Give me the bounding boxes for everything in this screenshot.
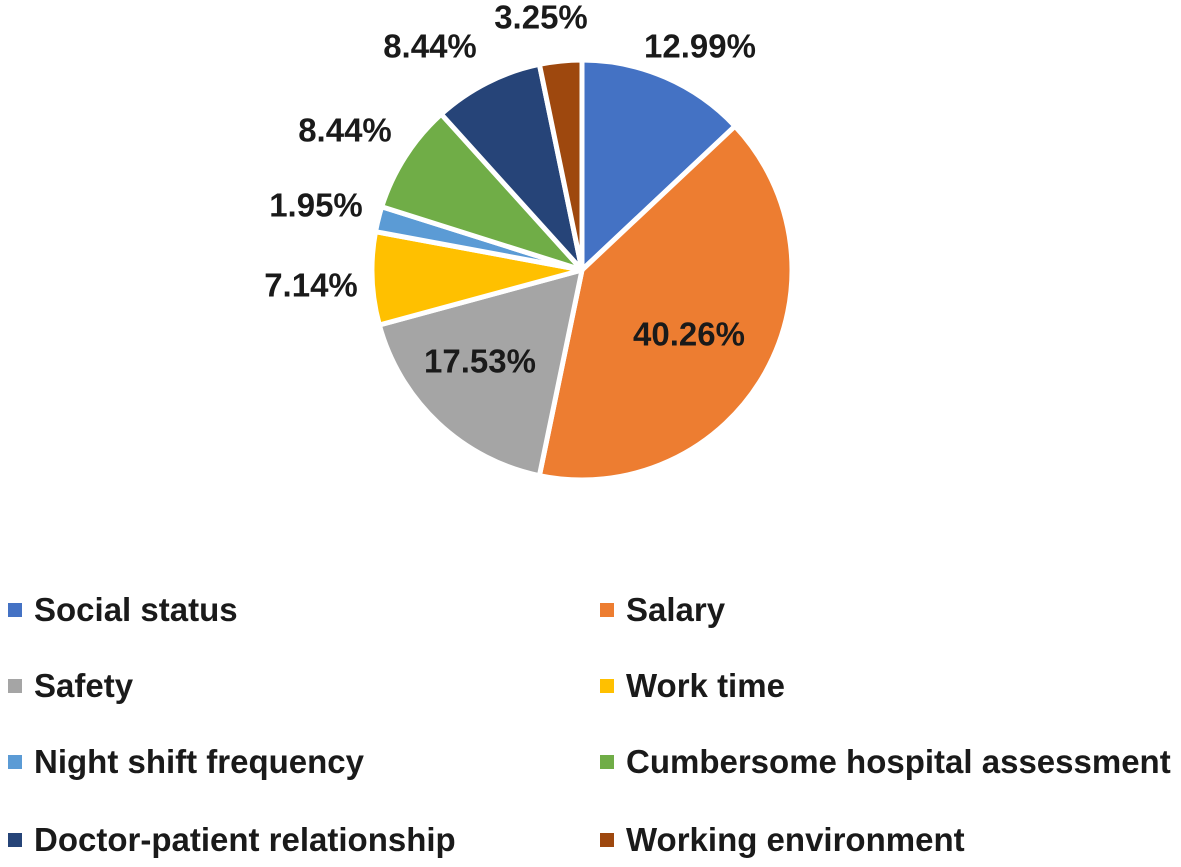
legend-label-safety: Safety xyxy=(34,667,134,704)
data-label-cumbersome-hospital-assessment: 8.44% xyxy=(298,112,392,149)
legend-label-night-shift-frequency: Night shift frequency xyxy=(34,743,365,780)
pie-slice-doctor-patient-relationship xyxy=(438,61,585,273)
legend-label-social-status: Social status xyxy=(34,591,238,628)
data-label-safety: 17.53% xyxy=(424,343,536,380)
data-label-night-shift-frequency: 1.95% xyxy=(269,187,363,224)
legend-label-work-time: Work time xyxy=(626,667,785,704)
legend-swatch-cumbersome-hospital-assessment xyxy=(600,755,614,769)
pie-slice-social-status xyxy=(579,57,738,273)
legend-label-working-environment: Working environment xyxy=(626,821,965,858)
legend-item-salary: Salary xyxy=(600,590,725,630)
legend-swatch-doctor-patient-relationship xyxy=(8,833,22,847)
data-label-social-status: 12.99% xyxy=(644,28,756,65)
legend-item-work-time: Work time xyxy=(600,666,785,706)
pie-slice-cumbersome-hospital-assessment xyxy=(379,111,585,273)
legend-swatch-working-environment xyxy=(600,833,614,847)
data-label-salary: 40.26% xyxy=(633,316,745,353)
pie-slice-working-environment xyxy=(536,57,585,273)
legend-swatch-salary xyxy=(600,603,614,617)
data-label-working-environment: 3.25% xyxy=(494,0,588,36)
legend-item-doctor-patient-relationship: Doctor-patient relationship xyxy=(8,820,456,860)
legend-label-cumbersome-hospital-assessment: Cumbersome hospital assessment xyxy=(626,743,1171,780)
legend-swatch-night-shift-frequency xyxy=(8,755,22,769)
data-label-doctor-patient-relationship: 8.44% xyxy=(383,28,477,65)
legend-item-night-shift-frequency: Night shift frequency xyxy=(8,742,364,782)
legend-item-cumbersome-hospital-assessment: Cumbersome hospital assessment xyxy=(600,742,1171,782)
legend-swatch-work-time xyxy=(600,679,614,693)
legend-item-working-environment: Working environment xyxy=(600,820,965,860)
legend-swatch-social-status xyxy=(8,603,22,617)
pie-chart: 12.99% 40.26% 17.53% 7.14% 1.95% 8.44% 8.44% 3.… xyxy=(264,0,795,483)
legend-swatch-safety xyxy=(8,679,22,693)
pie-slice-salary xyxy=(536,123,795,483)
legend-item-safety: Safety xyxy=(8,666,133,706)
data-label-work-time: 7.14% xyxy=(264,267,358,304)
legend-item-social-status: Social status xyxy=(8,590,238,630)
legend-label-salary: Salary xyxy=(626,591,726,628)
pie-slice-safety xyxy=(376,267,585,479)
legend-label-doctor-patient-relationship: Doctor-patient relationship xyxy=(34,821,456,858)
